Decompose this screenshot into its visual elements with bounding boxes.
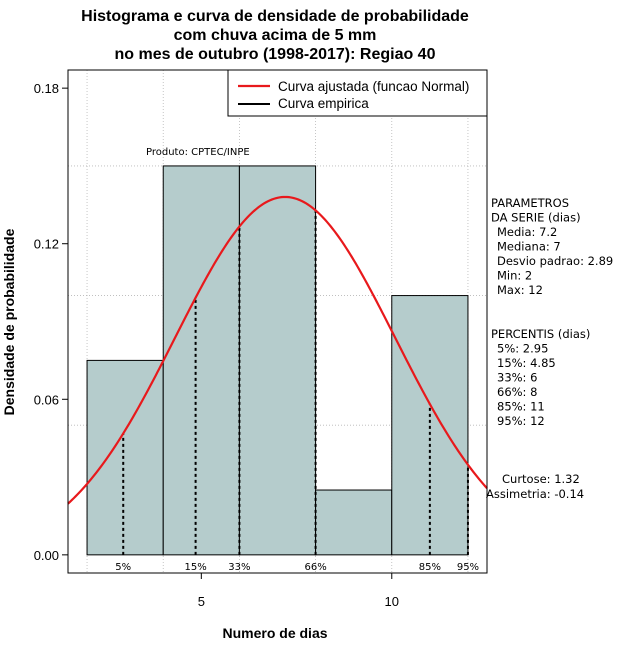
- parametros-line: Desvio padrao: 2.89: [497, 254, 613, 268]
- percentile-label: 95%: [457, 562, 479, 573]
- product-annotation: Produto: CPTEC/INPE: [146, 147, 250, 158]
- x-axis-label: Numero de dias: [222, 625, 327, 641]
- legend-entry-empirical: Curva empirica: [278, 96, 369, 111]
- y-tick-label: 0.00: [34, 548, 59, 563]
- fitted-curve: [67, 195, 488, 505]
- histogram-bar: [162, 165, 240, 556]
- x-axis: 5 10: [198, 572, 399, 609]
- histogram-bar: [86, 359, 164, 556]
- title-line: com chuva acima de 5 mm: [174, 27, 377, 44]
- legend-entry-fitted: Curva ajustada (funcao Normal): [278, 79, 469, 94]
- y-tick-label: 0.06: [34, 392, 59, 407]
- percentis-line: 33%: 6: [497, 371, 537, 385]
- percentile-label: 33%: [228, 562, 250, 573]
- histogram-bars: [86, 165, 469, 556]
- parametros-line: Media: 7.2: [497, 225, 557, 239]
- parametros-line: Max: 12: [497, 283, 543, 297]
- y-tick-label: 0.18: [34, 81, 59, 96]
- percentile-label: 5%: [115, 562, 131, 573]
- histogram-bar: [315, 489, 393, 556]
- fitted-curve-line: [67, 195, 488, 505]
- parametros-line: Mediana: 7: [497, 240, 561, 254]
- y-axis: 0.00 0.06 0.12 0.18: [34, 81, 69, 563]
- title-line: no mes de outubro (1998-2017): Regiao 40: [115, 46, 436, 63]
- percentile-label: 85%: [419, 562, 441, 573]
- percentis-line: 5%: 2.95: [497, 342, 548, 356]
- percentis-line: 66%: 8: [497, 385, 537, 399]
- y-axis-label: Densidade de probabilidade: [1, 228, 17, 415]
- percentile-label: 66%: [304, 562, 326, 573]
- x-tick-label: 5: [198, 594, 205, 609]
- percentis-line: 15%: 4.85: [497, 356, 556, 370]
- percentis-line: 95%: 12: [497, 414, 545, 428]
- y-tick-label: 0.12: [34, 237, 59, 252]
- title-line: Histograma e curva de densidade de proba…: [81, 8, 469, 25]
- legend: Curva ajustada (funcao Normal) Curva empi…: [227, 69, 488, 117]
- parametros-line: DA SERIE (dias): [491, 211, 581, 225]
- percentile-label: 15%: [184, 562, 206, 573]
- curtose-line: Curtose: 1.32: [502, 472, 580, 486]
- x-tick-label: 10: [385, 594, 399, 609]
- percentile-labels: 5% 15% 33% 66% 85% 95%: [115, 562, 479, 573]
- histogram-bar: [238, 165, 317, 556]
- assimetria-line: Assimetria: -0.14: [486, 487, 584, 501]
- percentis-line: 85%: 11: [497, 400, 545, 414]
- parametros-line: Min: 2: [497, 269, 532, 283]
- percentile-lines: [122, 210, 469, 555]
- legend-box: [227, 69, 488, 117]
- percentis-line: PERCENTIS (dias): [491, 327, 590, 341]
- parametros-line: PARAMETROS: [491, 196, 569, 210]
- chart-title: Histograma e curva de densidade de proba…: [81, 8, 469, 63]
